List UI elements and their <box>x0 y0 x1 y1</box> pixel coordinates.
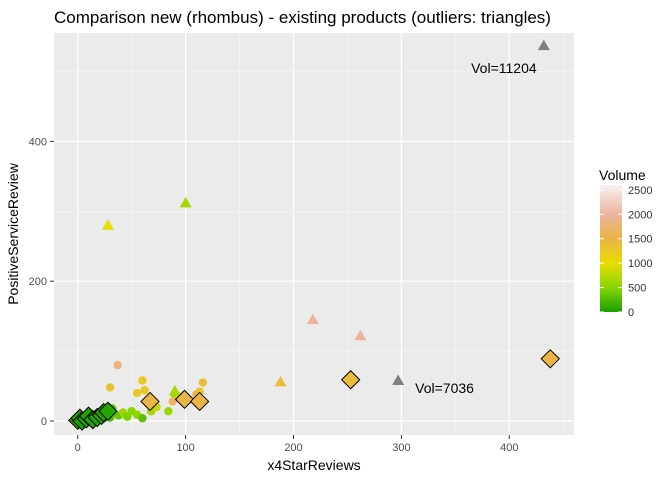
volume-legend: Volume 0 500 1000 1500 2000 2500 <box>599 167 652 319</box>
diamond-point <box>540 349 560 369</box>
legend-tick-label: 0 <box>628 307 634 319</box>
triangle-point <box>306 313 319 325</box>
grid-lines <box>54 33 574 435</box>
legend-tick-label: 2000 <box>628 209 652 221</box>
x-tick-label: 100 <box>176 442 194 454</box>
diamond-point <box>140 391 160 412</box>
chart-title: Comparison new (rhombus) - existing prod… <box>54 8 551 27</box>
circle-point <box>138 376 147 385</box>
diamond-point <box>174 389 195 410</box>
x-axis-label: x4StarReviews <box>267 457 360 473</box>
circle-point <box>105 383 115 392</box>
circle-point <box>168 397 177 406</box>
triangle-point <box>392 374 405 385</box>
triangle-point <box>101 219 114 230</box>
diamond-point <box>189 391 210 412</box>
circle-point <box>195 387 204 396</box>
y-tick-label: 200 <box>29 276 47 288</box>
plot-panel <box>54 33 574 435</box>
x-tick-label: 200 <box>284 442 302 454</box>
circle-point <box>113 360 122 370</box>
annotation-label: Vol=11204 <box>471 60 537 76</box>
triangle-point <box>354 329 367 341</box>
circle-point <box>138 414 147 423</box>
triangle-point <box>168 384 181 396</box>
x-tick-label: 400 <box>500 442 518 454</box>
circle-point <box>164 407 173 416</box>
legend-tick-label: 1500 <box>628 234 652 246</box>
triangle-point <box>537 39 550 51</box>
x-tick-label: 300 <box>392 442 410 454</box>
y-tick-label: 0 <box>41 416 47 428</box>
legend-ticks: 0 500 1000 1500 2000 2500 <box>600 185 652 319</box>
axes: 0 100 200 300 400 0 200 400 <box>29 136 519 454</box>
legend-title: Volume <box>599 167 646 183</box>
y-tick-label: 400 <box>29 136 47 148</box>
circle-point <box>140 386 149 395</box>
circle-point <box>132 388 142 398</box>
legend-tick-label: 500 <box>628 283 646 295</box>
triangle-point <box>179 196 192 208</box>
circle-point <box>198 378 208 387</box>
x-tick-label: 0 <box>75 442 81 454</box>
diamond-point <box>98 401 118 421</box>
y-axis-label: PositiveServiceReview <box>5 162 21 304</box>
legend-tick-label: 2500 <box>628 185 652 197</box>
diamond-point <box>340 370 361 390</box>
legend-tick-label: 1000 <box>628 258 652 270</box>
legend-colorbar <box>600 185 622 312</box>
data-points <box>68 39 560 431</box>
triangle-point <box>274 375 287 387</box>
annotation-label: Vol=7036 <box>415 380 474 396</box>
annotations: Vol=11204 Vol=7036 <box>415 60 537 396</box>
